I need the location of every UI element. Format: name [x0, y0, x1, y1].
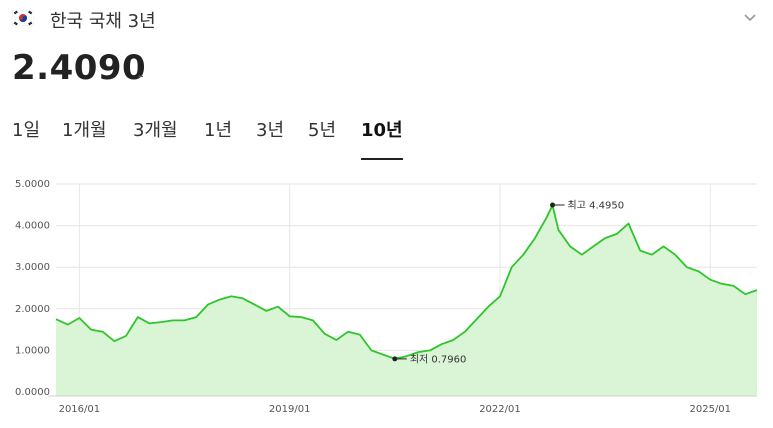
korea-flag-icon [12, 10, 34, 26]
current-price: 2.4090 [12, 48, 147, 88]
annotation-point [392, 356, 398, 362]
y-tick-label: 5.0000 [15, 179, 50, 190]
y-tick-label: 0.0000 [15, 387, 50, 398]
chart-area [55, 204, 758, 396]
header: 한국 국채 3년 [12, 4, 762, 34]
series-line [55, 204, 758, 360]
y-tick-label: 3.0000 [15, 262, 50, 273]
chart-annotations: 최고 4.4950 최저 0.7960 [392, 200, 625, 365]
annotation-point [550, 202, 556, 208]
period-tabs: 1일 1개월 3개월 1년 3년 5년 10년 [12, 116, 432, 160]
series-area-fill [56, 205, 757, 396]
tab-3m[interactable]: 3개월 [133, 120, 178, 141]
active-tab-indicator [361, 158, 403, 160]
chevron-down-icon[interactable] [742, 10, 758, 26]
x-tick-label: 2022/01 [479, 404, 521, 415]
price-change: - [138, 66, 144, 85]
x-tick-label: 2016/01 [59, 404, 101, 415]
min-annotation: 최저 0.7960 [410, 353, 467, 365]
x-tick-label: 2019/01 [269, 404, 311, 415]
yield-chart: 5.0000 4.0000 3.0000 2.0000 1.0000 0.0000 2016… [15, 179, 758, 415]
tab-5y[interactable]: 5년 [308, 120, 337, 141]
tab-10y[interactable]: 10년 [361, 120, 403, 141]
y-tick-label: 4.0000 [15, 221, 50, 232]
x-tick-label: 2025/01 [689, 404, 731, 415]
page-title: 한국 국채 3년 [50, 11, 156, 32]
tab-1m[interactable]: 1개월 [62, 120, 107, 141]
tab-1d[interactable]: 1일 [12, 120, 41, 141]
tab-1y[interactable]: 1년 [204, 120, 233, 141]
max-annotation: 최고 4.4950 [568, 200, 625, 212]
y-tick-label: 1.0000 [15, 345, 50, 356]
chart-axes: 5.0000 4.0000 3.0000 2.0000 1.0000 0.0000 2016… [15, 179, 757, 415]
tab-3y[interactable]: 3년 [256, 120, 285, 141]
y-tick-label: 2.0000 [15, 304, 50, 315]
